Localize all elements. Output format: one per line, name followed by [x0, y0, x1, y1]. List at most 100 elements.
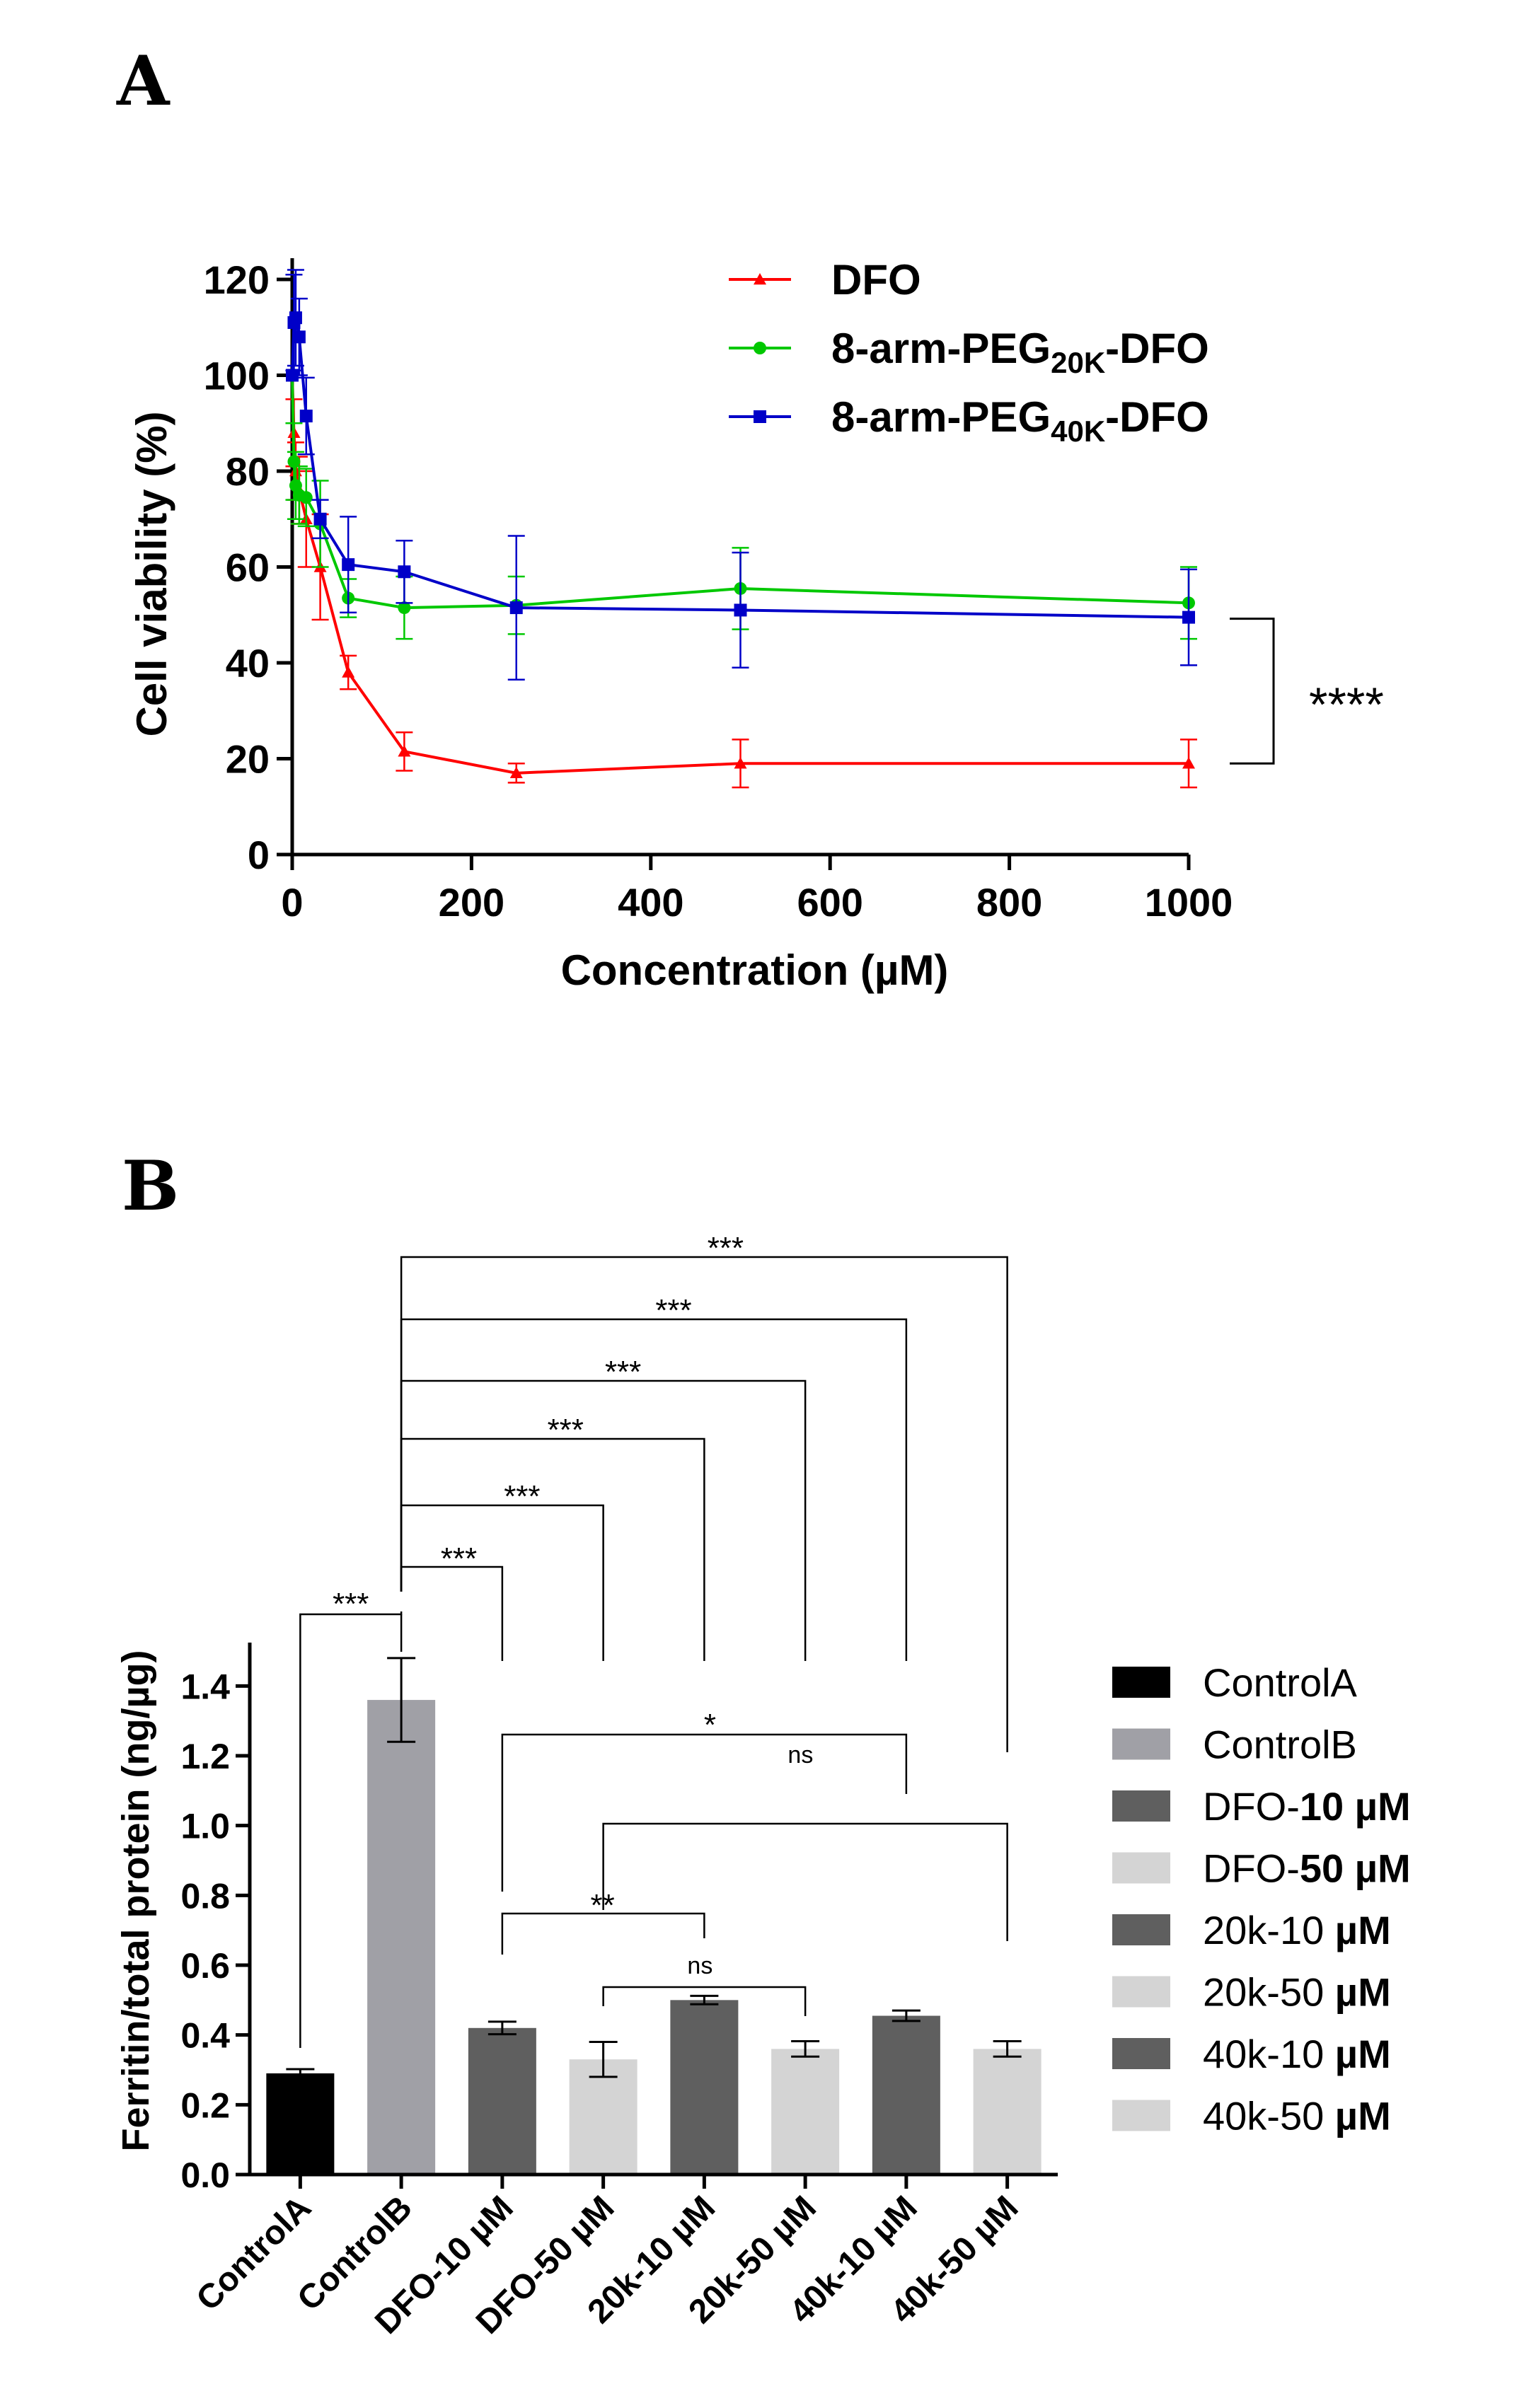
legend-label-bold: µM — [1335, 1970, 1391, 2015]
panel-a-y-tick-label: 120 — [204, 257, 270, 302]
legend-label-main: 8-arm-PEG — [831, 325, 1051, 372]
panel-a-label: A — [116, 41, 171, 121]
significance-label: *** — [655, 1293, 691, 1328]
significance-label: *** — [504, 1479, 540, 1514]
legend-label-bold: µM — [1335, 2094, 1391, 2138]
legend-swatch — [1112, 1914, 1170, 1945]
panel-a-x-tick-label: 600 — [797, 880, 862, 925]
legend-label-subscript: 40K — [1051, 415, 1105, 448]
significance-label: **** — [1309, 678, 1384, 731]
legend-swatch — [1112, 2100, 1170, 2131]
panel-a-y-tick-label: 0 — [248, 833, 270, 877]
legend-label: 40k-50 µM — [1203, 2094, 1391, 2138]
legend-marker — [754, 342, 766, 354]
significance-label: ns — [787, 1742, 813, 1769]
legend-swatch — [1112, 1728, 1170, 1760]
legend-label: DFO-50 µM — [1203, 1846, 1411, 1891]
legend-label-plain: 40k-50 — [1203, 2094, 1335, 2138]
panel-b-y-tick-label: 0.0 — [180, 2155, 230, 2195]
significance-bracket — [299, 1611, 403, 2048]
panel-b-y-axis-title: Ferritin/total protein (ng/µg) — [115, 1650, 157, 2151]
panel-a-chart: A 0 20 40 60 80 100 120 0 200 400 600 800 1000 Concent… — [116, 41, 1384, 994]
significance-bracket — [400, 1256, 1008, 1752]
legend-label-plain: DFO- — [1203, 1784, 1300, 1829]
significance-label: ** — [591, 1888, 615, 1923]
data-point — [286, 369, 299, 382]
legend-label-bold: µM — [1335, 1908, 1391, 1952]
bar-DFO-50 µM — [569, 2059, 637, 2175]
legend-label-plain: 20k-10 — [1203, 1908, 1335, 1952]
data-point — [398, 745, 411, 757]
legend-label-plain: ControlB — [1203, 1723, 1357, 1767]
significance-bracket — [602, 1986, 807, 2016]
data-point — [289, 311, 302, 325]
legend-swatch — [1112, 1976, 1170, 2008]
panel-a-x-tick-label: 800 — [976, 880, 1042, 925]
panel-b-chart: B 0.0 0.2 0.4 0.6 0.8 1.0 1.2 1.4 Ferritin/total … — [115, 1146, 1411, 2342]
significance-label: ns — [687, 1952, 712, 1979]
panel-a-y-axis-title: Cell viability (%) — [128, 411, 175, 736]
significance-bracket — [400, 1318, 908, 1661]
legend-swatch — [1112, 1790, 1170, 1822]
legend-swatch — [1112, 1667, 1170, 1698]
legend-label-bold: µM — [1335, 2032, 1391, 2076]
data-point — [1182, 610, 1195, 624]
bar-ControlA — [266, 2073, 335, 2175]
panel-a-y-tick-label: 80 — [226, 449, 270, 494]
legend-label: ControlA — [1203, 1660, 1358, 1705]
panel-a-x-tick-label: 1000 — [1145, 880, 1233, 925]
legend-swatch — [1112, 2038, 1170, 2069]
data-point — [509, 601, 523, 615]
panel-b-y-tick-label: 0.8 — [180, 1876, 230, 1916]
legend-label: 8-arm-PEG40K-DFO — [831, 393, 1209, 448]
significance-label: *** — [333, 1587, 369, 1621]
significance-bracket — [501, 1912, 705, 1955]
data-point — [342, 558, 355, 572]
legend-label-bold: 50 µM — [1300, 1846, 1411, 1891]
panel-a-y-tick-label: 40 — [226, 641, 270, 685]
significance-label: *** — [548, 1413, 584, 1447]
data-point — [342, 666, 355, 678]
bars — [266, 1657, 1042, 2175]
significance-label: *** — [605, 1355, 641, 1389]
panel-b-y-tick-label: 0.6 — [180, 1946, 230, 1986]
legend-label-plain: 40k-10 — [1203, 2032, 1335, 2076]
legend-label: DFO — [831, 256, 921, 303]
data-point — [1182, 757, 1195, 769]
bar-ControlB — [367, 1700, 436, 2175]
significance-label: *** — [441, 1541, 477, 1576]
legend-label: DFO-10 µM — [1203, 1784, 1411, 1829]
significance-bracket — [602, 1822, 1008, 1941]
panel-a-y-tick-label: 100 — [204, 354, 270, 398]
data-point — [734, 603, 747, 617]
bar-20k-10 µM — [670, 2000, 739, 2175]
legend-label: 40k-10 µM — [1203, 2032, 1391, 2076]
panel-a-x-tick-label: 0 — [281, 880, 303, 925]
significance-bracket — [1230, 618, 1275, 765]
data-point — [289, 479, 302, 492]
data-point — [299, 491, 313, 504]
legend-label-subscript: 20K — [1051, 346, 1105, 379]
significance-bracket — [400, 1565, 504, 1661]
panel-a-y-tick-label: 60 — [226, 545, 270, 590]
data-point — [509, 766, 523, 779]
panel-b-y-tick-label: 1.4 — [180, 1667, 230, 1706]
legend-label-plain: DFO- — [1203, 1846, 1300, 1891]
data-point — [313, 512, 327, 526]
panel-a-x-tick-label: 200 — [439, 880, 504, 925]
panel-a-y-tick-label: 20 — [226, 737, 270, 782]
significance-brackets: **********************ns**ns — [299, 1231, 1008, 2048]
bar-DFO-10 µM — [468, 2027, 536, 2175]
panel-a-x-tick-label: 400 — [618, 880, 683, 925]
data-point — [287, 455, 301, 468]
significance-label: *** — [708, 1231, 744, 1266]
panel-b-y-tick-label: 0.4 — [180, 2016, 230, 2056]
data-point — [292, 330, 306, 344]
data-point — [299, 410, 313, 423]
legend-label: 20k-10 µM — [1203, 1908, 1391, 1952]
legend-label-plain: 20k-50 — [1203, 1970, 1335, 2015]
legend-label: 20k-50 µM — [1203, 1970, 1391, 2015]
